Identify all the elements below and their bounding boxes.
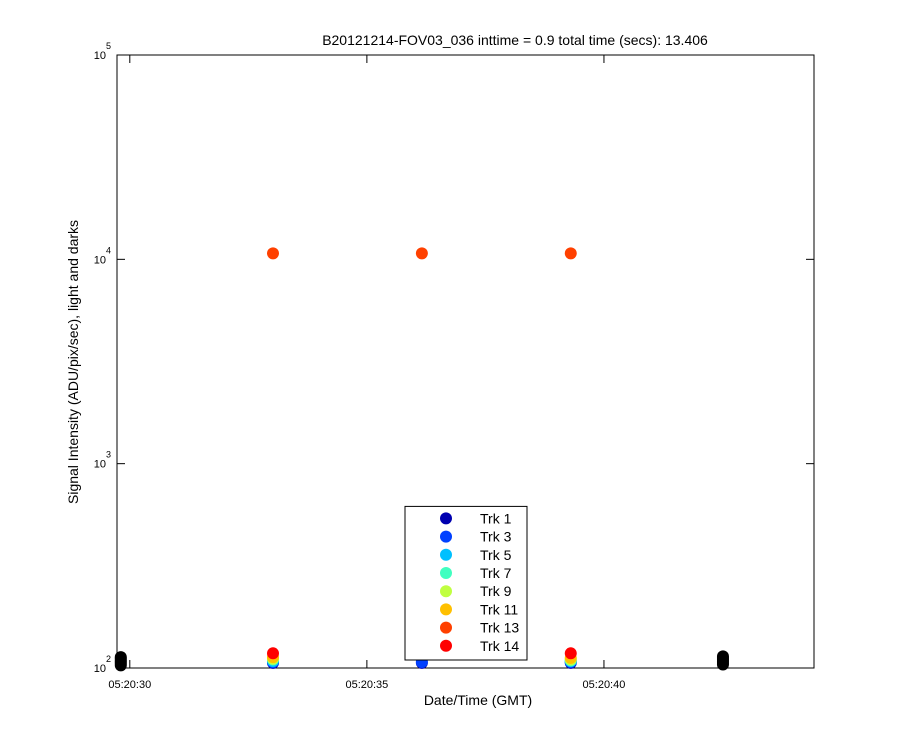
legend-label: Trk 14 xyxy=(480,638,519,654)
point xyxy=(415,247,428,260)
y-tick-exponent: 4 xyxy=(106,245,111,255)
legend-label: Trk 11 xyxy=(480,601,518,617)
legend-marker xyxy=(440,603,452,616)
point xyxy=(266,247,279,260)
legend-label: Trk 5 xyxy=(480,547,512,563)
dark-point xyxy=(114,651,127,664)
legend-marker xyxy=(440,585,452,598)
legend-marker xyxy=(440,567,452,579)
legend-marker xyxy=(440,621,452,634)
y-tick-label: 105 xyxy=(94,41,111,62)
y-tick-base: 10 xyxy=(94,663,106,675)
x-axis-label: Date/Time (GMT) xyxy=(424,692,532,708)
legend-label: Trk 13 xyxy=(480,620,519,636)
y-tick-label: 102 xyxy=(94,654,111,675)
legend-label: Trk 1 xyxy=(480,510,512,526)
x-tick-label: 05:20:40 xyxy=(583,679,626,691)
legend-box xyxy=(404,505,528,661)
legend-marker xyxy=(440,639,452,652)
y-tick-label: 103 xyxy=(94,450,111,471)
y-tick-exponent: 2 xyxy=(106,654,111,664)
y-tick-base: 10 xyxy=(94,459,106,471)
legend-label: Trk 7 xyxy=(480,565,512,581)
point xyxy=(564,247,577,260)
legend-marker xyxy=(440,512,452,525)
y-tick-exponent: 5 xyxy=(106,41,111,51)
y-tick-base: 10 xyxy=(94,50,106,62)
y-tick-base: 10 xyxy=(94,254,106,266)
legend-label: Trk 3 xyxy=(480,529,512,545)
x-tick-label: 05:20:30 xyxy=(108,679,151,691)
y-tick-exponent: 3 xyxy=(106,450,111,460)
point xyxy=(266,647,279,660)
point xyxy=(564,647,577,660)
chart-title: B20121214-FOV03_036 inttime = 0.9 total … xyxy=(322,32,708,48)
legend-marker xyxy=(440,530,452,543)
y-axis-label: Signal Intensity (ADU/pix/sec), light an… xyxy=(65,220,81,504)
dark-point xyxy=(716,650,729,663)
legend-marker xyxy=(440,548,452,561)
y-tick-label: 104 xyxy=(94,245,111,266)
legend-label: Trk 9 xyxy=(480,583,512,599)
x-tick-label: 05:20:35 xyxy=(345,679,388,691)
